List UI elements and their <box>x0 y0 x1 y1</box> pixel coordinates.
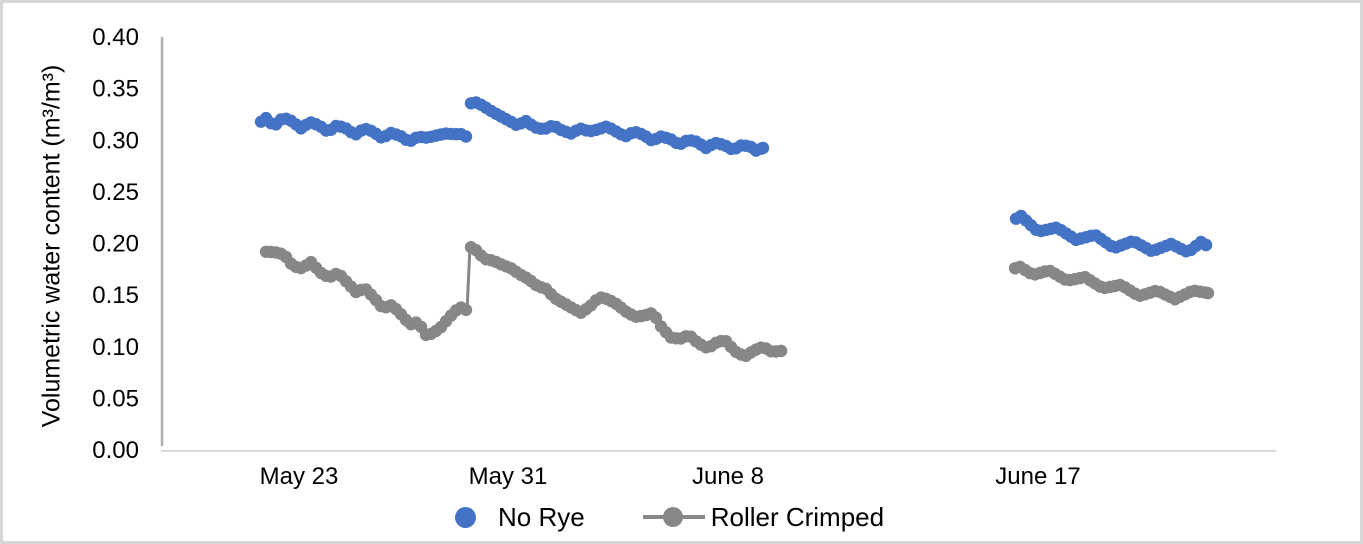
data-point-roller-crimped <box>459 303 473 317</box>
no-rye-marker-icon <box>455 506 476 528</box>
y-tick-label: 0.05 <box>92 385 139 412</box>
x-tick-label: May 23 <box>260 463 339 490</box>
data-point-roller-crimped <box>774 344 788 358</box>
legend-item-roller-crimped[interactable]: Roller Crimped <box>642 502 885 532</box>
x-tick-label: May 31 <box>469 463 548 490</box>
y-tick-label: 0.25 <box>92 179 139 206</box>
data-point-no-rye <box>1199 238 1213 252</box>
data-point-roller-crimped <box>1201 286 1215 300</box>
y-tick-label: 0.40 <box>92 24 139 51</box>
y-tick-label: 0.00 <box>92 437 139 464</box>
roller-crimped-marker-icon <box>642 507 705 527</box>
data-point-no-rye <box>756 141 770 155</box>
x-tick-label: June 8 <box>692 463 764 490</box>
legend-item-no-rye[interactable]: No Rye <box>455 504 585 530</box>
chart-plot-area: 0.40 0.35 0.30 0.25 0.20 0.15 0.10 0.05 0.00 May … <box>92 24 1276 490</box>
legend-label-no-rye: No Rye <box>498 502 585 532</box>
legend: No Rye Roller Crimped <box>455 504 884 530</box>
y-tick-label: 0.15 <box>92 282 139 309</box>
roller-crimped-marker-dot-icon <box>662 507 683 527</box>
y-tick-label: 0.10 <box>92 334 139 361</box>
legend-label-roller-crimped: Roller Crimped <box>710 502 885 532</box>
y-tick-label: 0.30 <box>92 127 139 154</box>
x-tick-label: June 17 <box>995 463 1080 490</box>
data-point-no-rye <box>459 130 473 143</box>
y-tick-label: 0.35 <box>92 76 139 103</box>
y-tick-label: 0.20 <box>92 231 139 258</box>
